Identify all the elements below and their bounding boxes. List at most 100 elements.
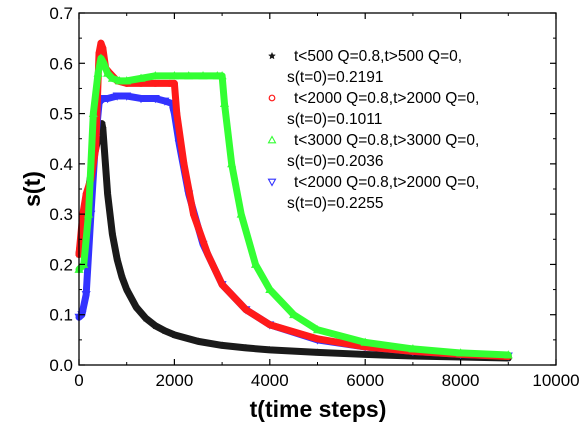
data-point: [312, 325, 323, 334]
legend-label: t<2000 Q=0.8,t>2000 Q=0,: [294, 174, 479, 191]
data-point: [170, 79, 178, 87]
x-axis-title: t(time steps): [250, 396, 387, 422]
data-point: [173, 110, 181, 118]
legend-label: s(t=0)=0.1011: [287, 111, 382, 128]
data-point: [166, 79, 174, 87]
data-point: [218, 341, 227, 349]
y-tick-label: 0.4: [49, 155, 73, 174]
data-point: [361, 350, 370, 358]
ticks-layer: 0 2000 4000 6000 8000 10000 0.0 0.1 0.2 0.3 0.4 0.5…: [49, 4, 579, 390]
legend: t<500 Q=0.8,t>500 Q=0, s(t=0)=0.2191 t<200…: [267, 48, 479, 212]
y-tick-label: 0.6: [49, 54, 73, 73]
data-point: [456, 348, 466, 357]
data-point: [160, 97, 170, 106]
data-point: [160, 326, 169, 335]
legend-marker: [268, 94, 276, 102]
data-point: [236, 209, 246, 218]
data-point: [117, 272, 126, 281]
data-point: [150, 71, 160, 80]
y-tick-label: 0.5: [49, 105, 73, 124]
legend-marker: [267, 178, 277, 187]
legend-label: s(t=0)=0.2255: [287, 195, 384, 212]
y-tick-label: 0.3: [49, 205, 73, 224]
legend-label: t<3000 Q=0.8,t>3000 Q=0,: [294, 132, 479, 149]
data-point: [81, 291, 91, 300]
legend-item: t<2000 Q=0.8,t>2000 Q=0, s(t=0)=0.1011: [268, 90, 479, 128]
data-point: [242, 306, 250, 314]
data-point: [122, 76, 132, 85]
data-point: [107, 73, 117, 82]
data-point: [189, 210, 197, 218]
y-tick-label: 0.1: [49, 306, 73, 325]
data-point: [103, 189, 112, 198]
data-point: [250, 259, 261, 268]
data-point: [219, 98, 230, 107]
data-point: [241, 343, 250, 352]
y-tick-label: 0.0: [49, 356, 73, 375]
x-tick-label: 6000: [346, 371, 384, 390]
data-point: [408, 344, 418, 353]
y-tick-label: 0.2: [49, 255, 73, 274]
data-point: [122, 92, 132, 101]
data-point: [360, 337, 370, 346]
data-point: [227, 159, 237, 168]
legend-label: s(t=0)=0.2036: [287, 153, 384, 170]
legend-label: s(t=0)=0.2191: [287, 69, 384, 86]
data-point: [151, 79, 159, 87]
data-point: [151, 321, 160, 330]
data-point: [198, 71, 208, 80]
data-point: [289, 309, 299, 319]
x-tick-label: 2000: [155, 371, 193, 390]
data-point: [136, 73, 146, 82]
y-axis-title: s(t): [19, 171, 45, 207]
data-point: [217, 71, 227, 80]
data-point: [204, 250, 212, 258]
data-point: [108, 230, 117, 238]
data-point: [194, 337, 203, 345]
data-point: [141, 313, 150, 322]
data-point: [169, 71, 179, 80]
data-point: [265, 284, 275, 294]
data-point: [103, 68, 113, 77]
series-line: [75, 54, 512, 359]
data-point: [113, 255, 122, 263]
legend-item: t<2000 Q=0.8,t>2000 Q=0, s(t=0)=0.2255: [267, 174, 479, 212]
data-point: [122, 285, 131, 294]
data-point: [99, 44, 107, 52]
data-point: [96, 53, 106, 62]
legend-marker: [267, 135, 277, 144]
data-point: [212, 71, 222, 80]
data-point: [180, 160, 188, 168]
data-point: [136, 95, 146, 104]
data-point: [184, 71, 194, 80]
data-point: [314, 335, 321, 343]
series-3: [74, 53, 513, 359]
legend-label: t<2000 Q=0.8,t>2000 Q=0,: [294, 90, 479, 107]
x-tick-label: 0: [74, 371, 83, 390]
data-point: [150, 95, 160, 104]
legend-marker: [268, 51, 276, 60]
data-point: [99, 58, 109, 67]
x-tick-label: 4000: [251, 371, 289, 390]
legend-label: t<500 Q=0.8,t>500 Q=0,: [294, 48, 462, 65]
data-point: [313, 348, 322, 356]
data-point: [170, 330, 179, 339]
y-tick-label: 0.7: [49, 4, 73, 23]
data-point: [112, 92, 122, 101]
data-point: [115, 76, 125, 85]
data-point: [218, 281, 226, 289]
series-layer: [74, 39, 513, 362]
data-point: [266, 321, 274, 329]
data-point: [132, 302, 141, 311]
legend-item: t<500 Q=0.8,t>500 Q=0, s(t=0)=0.2191: [268, 48, 462, 86]
data-point: [103, 95, 113, 104]
data-point: [88, 108, 98, 118]
data-point: [84, 209, 94, 218]
data-point: [503, 350, 513, 359]
x-tick-label: 8000: [442, 371, 480, 390]
x-tick-label: 10000: [532, 371, 579, 390]
data-point: [265, 345, 274, 354]
data-point: [93, 68, 103, 77]
legend-item: t<3000 Q=0.8,t>3000 Q=0, s(t=0)=0.2036: [267, 132, 479, 170]
